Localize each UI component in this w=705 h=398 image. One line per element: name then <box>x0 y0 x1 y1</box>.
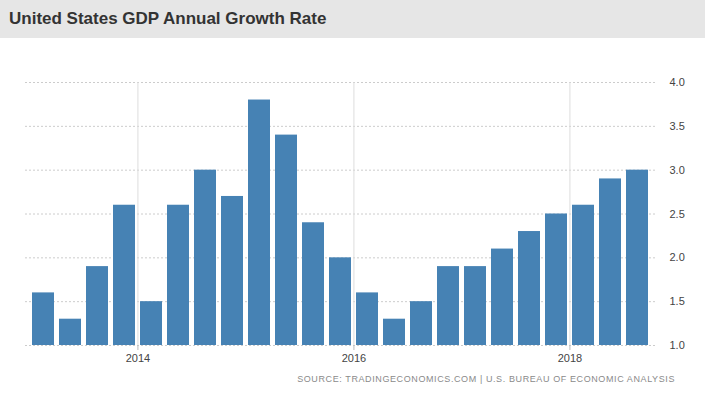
svg-text:3.5: 3.5 <box>670 120 685 132</box>
svg-text:4.0: 4.0 <box>670 76 685 88</box>
svg-text:2014: 2014 <box>126 352 150 364</box>
html-text:United States GDP Annual Growt: United States GDP Annual Growth Rate <box>9 9 327 28</box>
svg-text:3.0: 3.0 <box>670 164 685 176</box>
svg-text:2.5: 2.5 <box>670 208 685 220</box>
svg-text:1.0: 1.0 <box>670 339 685 351</box>
svg-text:2018: 2018 <box>558 352 582 364</box>
svg-text:2.0: 2.0 <box>670 251 685 263</box>
svg-text:1.5: 1.5 <box>670 295 685 307</box>
svg-text:2016: 2016 <box>342 352 366 364</box>
html-text:SOURCE: TRADINGECONOMICS.COM |: SOURCE: TRADINGECONOMICS.COM | U.S. BURE… <box>297 374 675 384</box>
